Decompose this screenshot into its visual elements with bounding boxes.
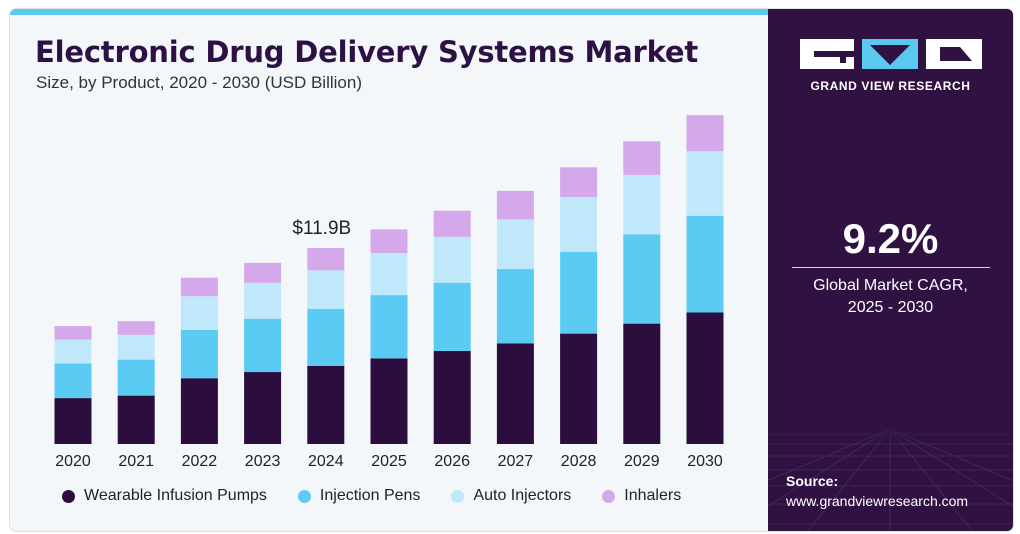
bar-segment-2022-wearable-infusion-pumps — [180, 378, 218, 444]
bar-segment-2023-injection-pens — [244, 318, 282, 373]
x-tick-label: 2020 — [55, 453, 91, 470]
bar-segment-2021-wearable-infusion-pumps — [117, 395, 155, 444]
bar-segment-2022-injection-pens — [180, 329, 218, 379]
source-title: Source: — [786, 473, 839, 489]
legend-label: Wearable Infusion Pumps — [84, 487, 267, 504]
source-url[interactable]: www.grandviewresearch.com — [786, 493, 969, 509]
bar-segment-2024-auto-injectors — [307, 270, 345, 309]
x-tick-label: 2025 — [371, 453, 407, 470]
x-tick-label: 2028 — [561, 453, 597, 470]
value-annotation: $11.9B — [292, 218, 351, 239]
bar-segment-2029-auto-injectors — [623, 174, 661, 235]
stacked-bar-chart: 2020 2021 2022 2023 2024 $11.9B 2025 2026 2027 20… — [54, 115, 724, 470]
bar-segment-2021-injection-pens — [117, 359, 155, 396]
bar-segment-2030-auto-injectors — [686, 151, 724, 216]
bar-segment-2026-inhalers — [433, 210, 471, 237]
legend-swatch — [297, 489, 311, 503]
x-tick-label: 2023 — [245, 453, 281, 470]
cagr-value: 9.2% — [842, 215, 939, 262]
x-tick-label: 2024 — [308, 453, 344, 470]
legend-item: Injection Pens — [297, 487, 421, 505]
bar-segment-2030-inhalers — [686, 115, 724, 152]
x-tick-label: 2021 — [118, 453, 154, 470]
bar-segment-2026-auto-injectors — [433, 236, 471, 283]
grid-floor-decoration — [768, 424, 1013, 531]
x-tick-label: 2029 — [624, 453, 660, 470]
bar-segment-2020-injection-pens — [54, 363, 92, 399]
bar-segment-2020-wearable-infusion-pumps — [54, 398, 92, 444]
x-tick-label: 2026 — [434, 453, 470, 470]
bar-segment-2030-wearable-infusion-pumps — [686, 312, 724, 444]
divider — [792, 267, 990, 268]
bar-segment-2023-wearable-infusion-pumps — [244, 372, 282, 444]
grand-view-research-logo — [800, 39, 982, 69]
bar-segment-2024-injection-pens — [307, 308, 345, 366]
bar-segment-2024-inhalers — [307, 248, 345, 271]
chart-legend: Wearable Infusion Pumps Injection Pens Aut… — [62, 487, 712, 505]
bar-segment-2027-wearable-infusion-pumps — [496, 343, 534, 444]
bar-segment-2024-wearable-infusion-pumps — [307, 365, 345, 444]
accent-bar — [10, 9, 768, 15]
bar-segment-2026-wearable-infusion-pumps — [433, 350, 471, 444]
legend-label: Auto Injectors — [473, 487, 572, 504]
bar-segment-2026-injection-pens — [433, 282, 471, 351]
bar-segment-2023-inhalers — [244, 262, 282, 283]
bar-segment-2029-inhalers — [623, 141, 661, 175]
bar-segment-2028-wearable-infusion-pumps — [560, 333, 598, 444]
cagr-period: 2025 - 2030 — [847, 299, 934, 316]
x-tick-label: 2027 — [498, 453, 534, 470]
bar-segment-2027-inhalers — [496, 190, 534, 220]
bar-segment-2029-wearable-infusion-pumps — [623, 323, 661, 444]
legend-label: Inhalers — [624, 487, 682, 504]
bar-segment-2027-injection-pens — [496, 269, 534, 344]
cagr-label: Global Market CAGR, — [813, 277, 968, 294]
bar-segment-2025-wearable-infusion-pumps — [370, 358, 408, 444]
chart-subtitle: Size, by Product, 2020 - 2030 (USD Billi… — [36, 73, 362, 92]
bar-segment-2021-auto-injectors — [117, 334, 155, 360]
bar-segment-2022-inhalers — [180, 277, 218, 297]
bar-segment-2025-inhalers — [370, 229, 408, 253]
bar-segment-2027-auto-injectors — [496, 219, 534, 269]
bar-segment-2025-injection-pens — [370, 295, 408, 359]
x-tick-label: 2022 — [182, 453, 218, 470]
bar-segment-2025-auto-injectors — [370, 252, 408, 296]
legend-swatch — [602, 489, 616, 503]
bar-segment-2028-auto-injectors — [560, 197, 598, 252]
bar-segment-2028-injection-pens — [560, 251, 598, 334]
legend-swatch — [451, 489, 465, 503]
brand-name: GRAND VIEW RESEARCH — [810, 79, 971, 93]
chart-title: Electronic Drug Delivery Systems Market — [35, 35, 699, 69]
legend-item: Wearable Infusion Pumps — [62, 487, 267, 505]
legend-item: Auto Injectors — [451, 487, 571, 505]
bar-segment-2022-auto-injectors — [180, 296, 218, 330]
legend-item: Inhalers — [602, 487, 681, 505]
bar-segment-2020-auto-injectors — [54, 339, 92, 364]
bar-segment-2029-injection-pens — [623, 234, 661, 324]
x-tick-label: 2030 — [687, 453, 723, 470]
bar-segment-2030-injection-pens — [686, 215, 724, 313]
bar-segment-2020-inhalers — [54, 326, 92, 340]
sidebar-panel: GRAND VIEW RESEARCH 9.2% Global Market C… — [768, 9, 1013, 531]
bar-segment-2028-inhalers — [560, 167, 598, 198]
infographic-card: Electronic Drug Delivery Systems Market … — [10, 9, 1013, 531]
bar-segment-2021-inhalers — [117, 321, 155, 335]
legend-label: Injection Pens — [319, 487, 421, 504]
legend-swatch — [62, 489, 75, 503]
bar-segment-2023-auto-injectors — [244, 282, 282, 319]
